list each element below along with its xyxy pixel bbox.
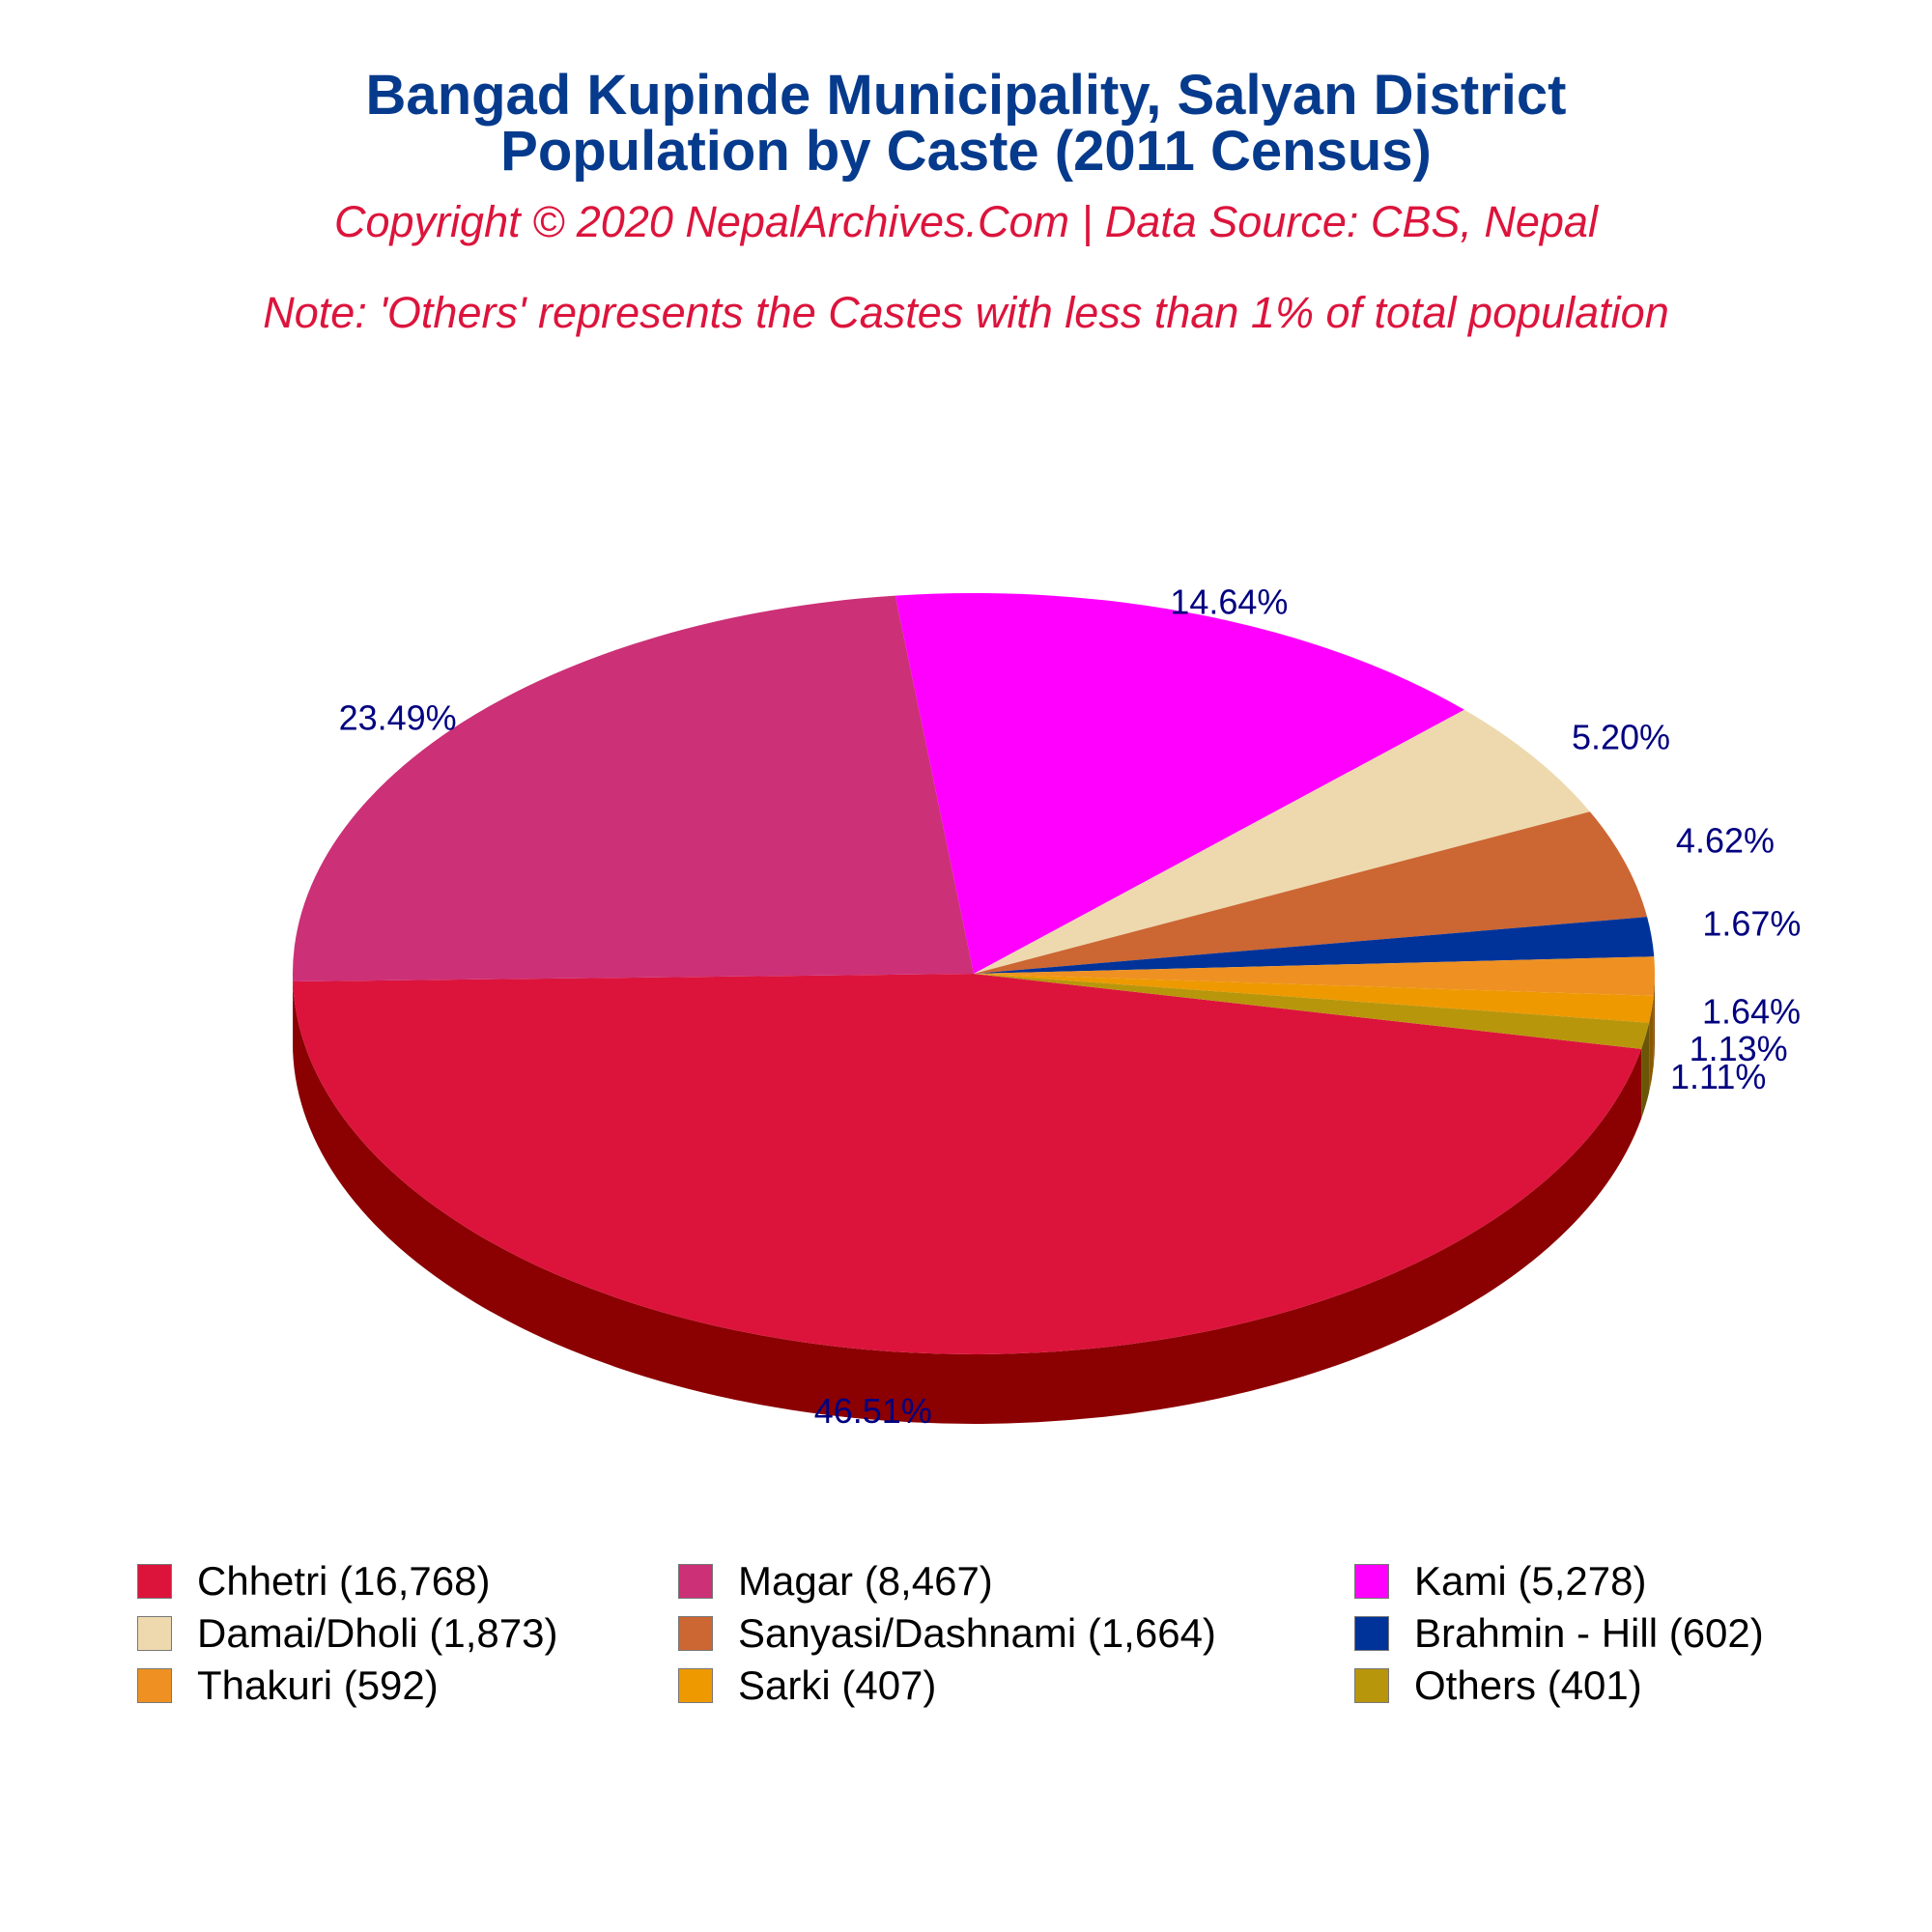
pie-chart: 46.51%23.49%14.64%5.20%4.62%1.67%1.64%1.… [293,582,1802,1431]
pie-label-thakuri: 1.64% [1702,992,1801,1032]
chart-title-line1: Bangad Kupinde Municipality, Salyan Dist… [365,64,1567,127]
legend-swatch-thakuri [137,1668,172,1703]
legend-item-brahmin-hill: Brahmin - Hill (602) [1354,1609,1764,1658]
pie-slice-thakuri [974,956,1655,996]
legend-label-chhetri: Chhetri (16,768) [197,1558,491,1604]
copyright-text: Copyright © 2020 NepalArchives.Com | Dat… [334,197,1598,246]
legend-swatch-others [1354,1668,1389,1703]
legend-swatch-sarki [678,1668,713,1703]
legend-label-sanyasi-dashnami: Sanyasi/Dashnami (1,664) [738,1610,1216,1656]
legend-swatch-brahmin-hill [1354,1616,1389,1651]
legend-label-others: Others (401) [1414,1662,1642,1708]
pie-slice-sanyasi-dashnami [974,811,1648,974]
legend-item-thakuri: Thakuri (592) [137,1662,439,1710]
pie-slice-damai-dholi [974,709,1590,974]
legend-item-chhetri: Chhetri (16,768) [137,1557,491,1605]
legend-label-thakuri: Thakuri (592) [197,1662,439,1708]
pie-slice-magar [293,595,974,981]
legend-swatch-magar [678,1564,713,1599]
pie-side-sarki [1649,995,1654,1093]
chart-legend: Chhetri (16,768) Magar (8,467) Kami (5,278… [0,1557,1932,1731]
legend-label-damai-dholi: Damai/Dholi (1,873) [197,1610,558,1656]
pie-label-chhetri: 46.51% [814,1391,932,1431]
pie-top [293,593,1655,1354]
pie-label-sarki: 1.13% [1690,1029,1788,1068]
pie-side-chhetri [293,980,1642,1424]
pie-label-brahmin-hill: 1.67% [1702,903,1801,943]
pie-label-others: 1.11% [1670,1057,1766,1096]
pie-sides [293,974,1655,1424]
pie-side-others [1641,1022,1650,1119]
pie-label-damai-dholi: 5.20% [1572,718,1670,757]
pie-label-kami: 14.64% [1170,582,1288,622]
pie-label-sanyasi-dashnami: 4.62% [1676,820,1775,860]
chart-title-line2: Population by Caste (2011 Census) [500,120,1432,183]
pie-slice-brahmin-hill [974,917,1655,974]
pie-slice-sarki [974,974,1654,1023]
legend-label-magar: Magar (8,467) [738,1558,993,1604]
pie-slice-chhetri [293,974,1642,1354]
note-text: Note: 'Others' represents the Castes wit… [263,288,1669,337]
pie-slice-others [974,974,1650,1049]
pie-slice-kami [895,593,1464,974]
legend-item-others: Others (401) [1354,1662,1642,1710]
legend-swatch-sanyasi-dashnami [678,1616,713,1651]
legend-item-damai-dholi: Damai/Dholi (1,873) [137,1609,558,1658]
legend-item-sarki: Sarki (407) [678,1662,936,1710]
pie-side-thakuri [1653,974,1655,1065]
legend-item-magar: Magar (8,467) [678,1557,993,1605]
legend-swatch-kami [1354,1564,1389,1599]
pie-label-magar: 23.49% [339,698,457,738]
legend-item-kami: Kami (5,278) [1354,1557,1646,1605]
legend-swatch-damai-dholi [137,1616,172,1651]
legend-item-sanyasi-dashnami: Sanyasi/Dashnami (1,664) [678,1609,1216,1658]
legend-swatch-chhetri [137,1564,172,1599]
legend-label-brahmin-hill: Brahmin - Hill (602) [1414,1610,1764,1656]
legend-label-sarki: Sarki (407) [738,1662,937,1708]
legend-label-kami: Kami (5,278) [1414,1558,1647,1604]
pie-labels: 46.51%23.49%14.64%5.20%4.62%1.67%1.64%1.… [339,582,1802,1431]
